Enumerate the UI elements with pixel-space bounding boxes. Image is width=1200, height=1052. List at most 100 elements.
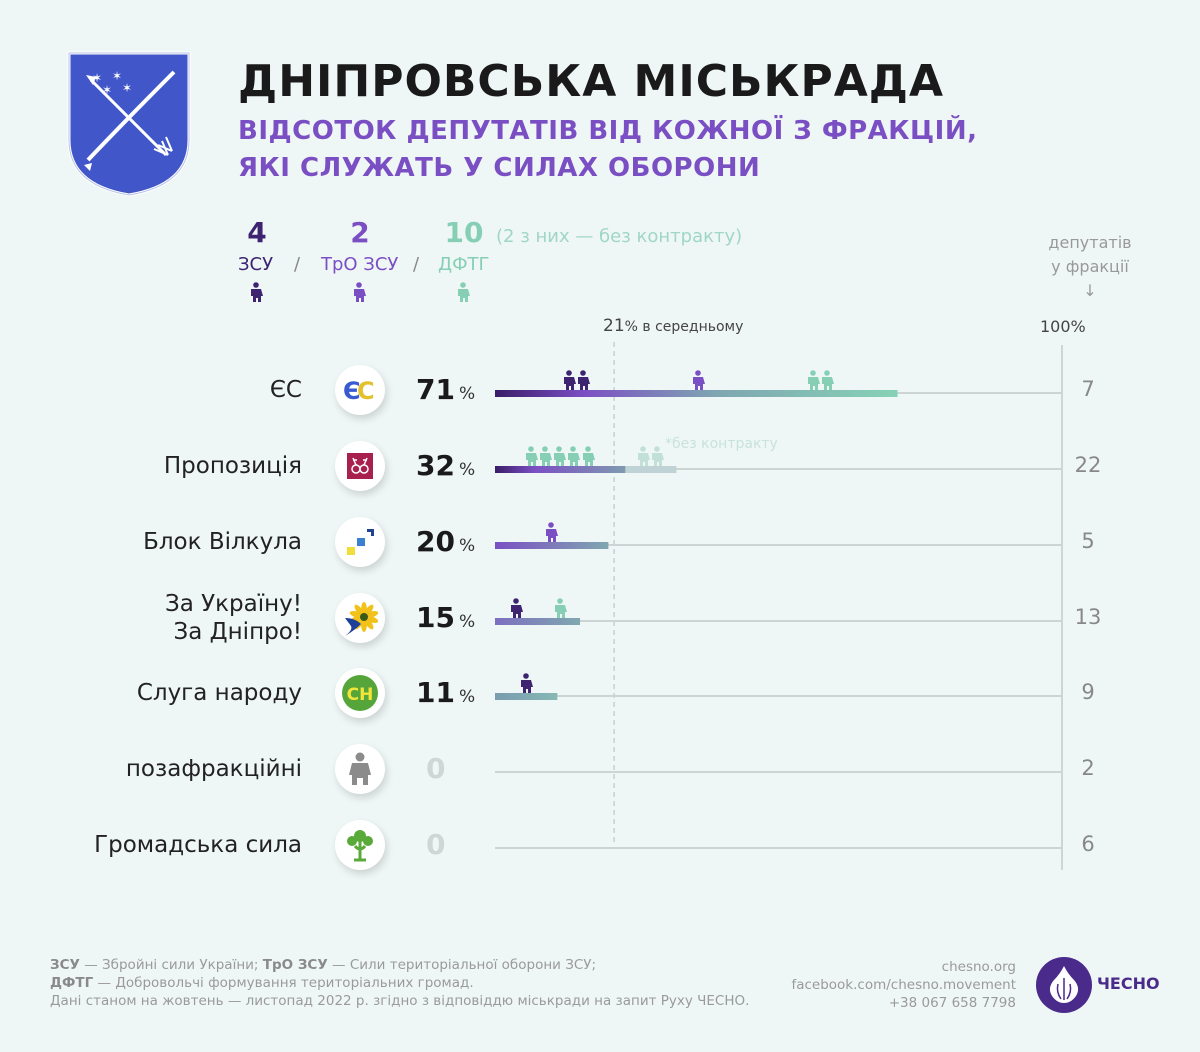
percent-number: 15 bbox=[416, 601, 455, 634]
svg-text:С: С bbox=[357, 378, 375, 402]
percent-value: 20% bbox=[416, 525, 475, 558]
hromadska-syla-logo bbox=[335, 820, 385, 870]
footer-line2: ДФТГ — Добровольчі формування територіал… bbox=[50, 975, 474, 991]
percent-number: 32 bbox=[416, 449, 455, 482]
percent-number: 0 bbox=[426, 752, 446, 785]
blok-vilkula-logo bbox=[335, 517, 385, 567]
footer-abbr: ТрО ЗСУ bbox=[262, 957, 328, 973]
dnipro-coat-of-arms-icon: ✶ ✶✶ ✶ bbox=[67, 51, 191, 197]
zsu-figure-icon bbox=[521, 673, 533, 693]
dftg-figure-icon bbox=[808, 370, 820, 390]
footer-text: — Збройні сили України; bbox=[79, 957, 263, 973]
tro-figure-icon bbox=[693, 370, 705, 390]
count-header-line1: депутатів bbox=[1048, 233, 1132, 252]
percent-number: 71 bbox=[416, 373, 455, 406]
average-label: 21% в середньому bbox=[603, 316, 743, 336]
footer-text: — Добровольчі формування територіальних … bbox=[93, 975, 474, 991]
legend-zsu-label: ЗСУ bbox=[238, 254, 274, 275]
tro-figure-icon bbox=[546, 522, 558, 542]
phone-number: +38 067 658 7798 bbox=[888, 995, 1016, 1011]
site-link[interactable]: chesno.org bbox=[941, 959, 1016, 975]
count-header: депутатів у фракції ↓ bbox=[1040, 231, 1140, 303]
footer-text: — Сили територіальної оборони ЗСУ; bbox=[327, 957, 597, 973]
percent-value: 32% bbox=[416, 449, 475, 482]
percent-value: 15% bbox=[416, 601, 475, 634]
dftg-figure-icon bbox=[822, 370, 834, 390]
deputies-count: 13 bbox=[1074, 605, 1102, 629]
dftg-figure-icon bbox=[583, 446, 595, 466]
bar bbox=[495, 693, 558, 700]
legend-separator: / bbox=[294, 254, 301, 275]
subtitle-line2: ЯКІ СЛУЖАТЬ У СИЛАХ ОБОРОНИ bbox=[238, 153, 761, 183]
deputies-count: 6 bbox=[1081, 832, 1095, 856]
zsu-figure-icon bbox=[511, 598, 523, 618]
faction-label: Громадська сила bbox=[94, 832, 302, 858]
percent-value: 11% bbox=[416, 676, 475, 709]
arrow-down-icon: ↓ bbox=[1083, 281, 1097, 300]
dftg-figure-icon bbox=[540, 446, 552, 466]
average-text: % в середньому bbox=[624, 319, 744, 335]
percent-value: 71% bbox=[416, 373, 475, 406]
svg-text:СН: СН bbox=[347, 685, 374, 705]
dftg-no-contract-figure-icon bbox=[652, 446, 664, 466]
faction-label: За Україну! За Дніпро! bbox=[164, 591, 302, 645]
dftg-figure-icon bbox=[526, 446, 538, 466]
legend-dftg-note: (2 з них — без контракту) bbox=[496, 226, 743, 247]
percent-sign: % bbox=[458, 384, 476, 404]
max-label: 100% bbox=[1040, 317, 1086, 336]
legend-dftg-count: 10 bbox=[444, 216, 484, 249]
sluha-narodu-logo: СН bbox=[335, 668, 385, 718]
tro-figure-icon bbox=[354, 282, 366, 302]
footer-abbr: ЗСУ bbox=[50, 957, 80, 973]
legend-zsu-count: 4 bbox=[247, 216, 267, 249]
footer-abbr: ДФТГ bbox=[50, 975, 94, 991]
zsu-figure-icon bbox=[251, 282, 263, 302]
faction-label: позафракційні bbox=[125, 756, 302, 782]
percent-sign: % bbox=[458, 460, 476, 480]
percent-number: 20 bbox=[416, 525, 455, 558]
dftg-figure-icon bbox=[458, 282, 470, 302]
bar-no-contract bbox=[625, 466, 677, 473]
bar bbox=[495, 542, 609, 549]
deputies-count: 9 bbox=[1081, 680, 1095, 704]
zsu-figure-icon bbox=[578, 370, 590, 390]
percent-number: 0 bbox=[426, 828, 446, 861]
zsu-figure-icon bbox=[564, 370, 576, 390]
footer-line1: ЗСУ — Збройні сили України; ТрО ЗСУ — Си… bbox=[50, 957, 596, 973]
svg-text:Є: Є bbox=[343, 378, 361, 402]
bar bbox=[495, 390, 898, 397]
person-icon bbox=[335, 744, 385, 794]
faction-label: ЄС bbox=[269, 377, 302, 403]
page-title: ДНІПРОВСЬКА МІСЬКРАДА bbox=[238, 56, 945, 107]
percent-sign: % bbox=[458, 536, 476, 556]
dftg-figure-icon bbox=[555, 598, 567, 618]
deputies-count: 2 bbox=[1081, 756, 1095, 780]
dftg-figure-icon bbox=[554, 446, 566, 466]
svg-text:✶: ✶ bbox=[102, 83, 112, 97]
footer-line3: Дані станом на жовтень — листопад 2022 р… bbox=[50, 993, 750, 1009]
percent-sign: % bbox=[458, 612, 476, 632]
chesno-logo-icon bbox=[1036, 957, 1092, 1013]
percent-number: 11 bbox=[416, 676, 455, 709]
svg-text:✶: ✶ bbox=[122, 81, 132, 95]
percent-sign: % bbox=[458, 687, 476, 707]
svg-text:✶: ✶ bbox=[112, 69, 122, 83]
dftg-no-contract-figure-icon bbox=[638, 446, 650, 466]
legend-separator: / bbox=[413, 254, 420, 275]
svg-text:✶: ✶ bbox=[92, 71, 102, 85]
legend-dftg-label: ДФТГ bbox=[438, 254, 490, 275]
za-ukrainu-logo bbox=[335, 593, 385, 643]
facebook-link[interactable]: facebook.com/chesno.movement bbox=[791, 977, 1016, 993]
bar bbox=[495, 618, 581, 625]
count-header-line2: у фракції bbox=[1051, 257, 1129, 276]
deputies-count: 5 bbox=[1081, 529, 1095, 553]
legend-tro-count: 2 bbox=[350, 216, 370, 249]
deputies-count: 22 bbox=[1074, 453, 1102, 477]
no-contract-note: *без контракту bbox=[665, 436, 778, 452]
bar bbox=[495, 466, 626, 473]
percent-value: 0 bbox=[426, 752, 445, 785]
faction-label: Блок Вілкула bbox=[143, 529, 302, 555]
